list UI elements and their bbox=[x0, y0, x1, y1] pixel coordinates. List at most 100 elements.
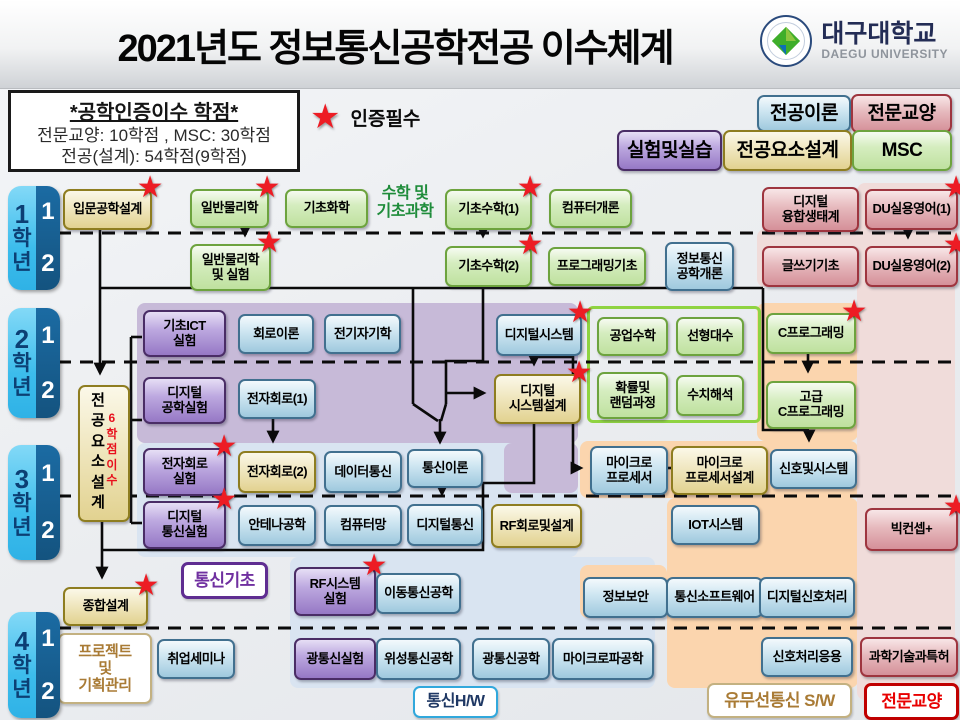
course-satellite-comm-engineering: 위성통신공학 bbox=[376, 638, 461, 680]
course-science-tech-and-patents-label: 과학기술과특허 bbox=[868, 648, 950, 664]
course-electronic-circuits-1-label: 전자회로(1) bbox=[246, 390, 308, 406]
course-du-practical-english-1-label: DU실용영어(1) bbox=[872, 201, 951, 217]
comm-hw-label: 통신H/W bbox=[413, 686, 498, 718]
year-1-semester-1: 1 bbox=[41, 198, 55, 225]
course-intro-computers-label: 컴퓨터개론 bbox=[561, 200, 620, 216]
course-career-seminar-label: 취업세미나 bbox=[167, 650, 225, 666]
legend-major-theory-label: 전공이론 bbox=[770, 102, 838, 124]
course-communication-software: 통신소프트웨어 bbox=[666, 577, 763, 618]
certification-star-icon: ★ bbox=[942, 171, 960, 204]
credit-box-line2: 전공(설계): 54학점(9학점) bbox=[61, 147, 247, 167]
course-data-communication-label: 데이터통신 bbox=[334, 463, 392, 479]
certification-required-legend: ★ 인증필수 bbox=[310, 100, 420, 134]
course-digital-system-design-label: 디지털 시스템설계 bbox=[508, 383, 567, 413]
legend-msc-label: MSC bbox=[881, 139, 923, 161]
certification-star-icon: ★ bbox=[132, 569, 160, 602]
course-iot-systems-label: IOT시스템 bbox=[688, 516, 743, 532]
course-rf-system-lab-label: RF시스템 실험 bbox=[309, 575, 361, 606]
course-advanced-c-programming-label: 고급 C프로그래밍 bbox=[777, 389, 845, 419]
math-basic-science-label: 수학 및 기초과학 bbox=[371, 183, 439, 223]
course-digital-communication-label: 디지털통신 bbox=[416, 516, 474, 532]
course-digital-convergence-ecosystem: 디지털 융합생태계 bbox=[762, 187, 859, 232]
logo-university-name: 대구대학교 bbox=[821, 19, 937, 48]
course-digital-signal-processing: 디지털신호처리 bbox=[759, 577, 855, 618]
course-intro-engineering-design: 입문공학설계 ★ bbox=[63, 173, 164, 230]
year-3-semester-1: 1 bbox=[41, 459, 55, 487]
course-basic-math-2-label: 기초수학(2) bbox=[458, 258, 519, 274]
course-capstone-design: 종합설계 ★ bbox=[63, 571, 160, 626]
course-du-practical-english-1: DU실용영어(1) ★ bbox=[865, 173, 960, 230]
course-antenna-engineering-label: 안테나공학 bbox=[248, 517, 306, 533]
course-computer-networks-label: 컴퓨터망 bbox=[340, 517, 386, 533]
course-major-element-design-label: 전 공 요 소 설 계 bbox=[91, 392, 105, 511]
comm-basics-label-label: 통신기초 bbox=[194, 570, 255, 590]
course-digital-convergence-ecosystem-label: 디지털 융합생태계 bbox=[781, 193, 840, 224]
year-4-semester-2: 2 bbox=[41, 677, 55, 705]
course-signals-and-systems: 신호및시스템 bbox=[770, 449, 857, 489]
course-communication-theory-label: 통신이론 bbox=[422, 460, 468, 476]
course-basic-ict-lab-label: 기초ICT 실험 bbox=[163, 317, 206, 348]
comm-hw-label-label: 통신H/W bbox=[426, 692, 485, 710]
course-electronic-circuits-1: 전자회로(1) bbox=[238, 379, 316, 419]
course-electromagnetics-label: 전기자기학 bbox=[333, 325, 392, 341]
comm-basics-label: 통신기초 bbox=[181, 562, 268, 599]
course-digital-engineering-lab: 디지털 공학실험 bbox=[143, 377, 226, 424]
course-digital-systems: 디지털시스템 ★ bbox=[496, 298, 594, 356]
course-project-and-planning-mgmt-label: 프로젝트 및 기획관리 bbox=[78, 642, 132, 695]
course-microprocessor-label: 마이크로 프로세서 bbox=[606, 454, 652, 485]
credit-box-line1: 전문교양: 10학점 , MSC: 30학점 bbox=[37, 126, 271, 145]
course-major-element-design-credit-note: 6 학 점 이 수 bbox=[106, 411, 117, 488]
course-basic-math-2: 기초수학(2) ★ bbox=[445, 230, 544, 287]
course-c-programming: C프로그래밍 ★ bbox=[766, 297, 868, 354]
course-digital-signal-processing-label: 디지털신호처리 bbox=[766, 589, 848, 605]
year-1-char: 1 bbox=[14, 199, 30, 230]
year-3-char: 3 bbox=[14, 463, 30, 494]
course-computer-networks: 컴퓨터망 bbox=[324, 505, 402, 546]
course-du-practical-english-2: DU실용영어(2) ★ bbox=[865, 230, 960, 287]
course-big-concept-plus-label: 빅컨셉+ bbox=[890, 521, 933, 537]
certification-star-icon: ★ bbox=[565, 356, 593, 389]
course-digital-system-design: 디지털 시스템설계 ★ bbox=[494, 358, 593, 424]
course-basic-math-1-label: 기초수학(1) bbox=[458, 201, 519, 217]
university-logo: 대구대학교 DAEGU UNIVERSITY bbox=[759, 14, 948, 68]
course-digital-comm-lab: 디지털 통신실험 ★ bbox=[143, 485, 238, 549]
year-4-semester-1: 1 bbox=[41, 624, 55, 652]
legend-liberal-arts: 전문교양 bbox=[851, 94, 952, 133]
year-2-char: 년 bbox=[12, 376, 32, 399]
course-optical-comm-engineering: 광통신공학 bbox=[472, 638, 550, 680]
course-circuit-theory: 회로이론 bbox=[238, 314, 314, 354]
course-probability-random-process-label: 확률및 랜덤과정 bbox=[609, 379, 656, 410]
course-programming-basics-label: 프로그래밍기초 bbox=[556, 258, 638, 274]
legend-liberal-arts-label: 전문교양 bbox=[867, 102, 936, 124]
year-3-char: 학 bbox=[12, 491, 32, 515]
certification-star-icon: ★ bbox=[210, 430, 238, 463]
year-2-char: 2 bbox=[14, 324, 30, 355]
course-mobile-comm-engineering: 이동통신공학 bbox=[376, 573, 461, 614]
course-digital-comm-lab-label: 디지털 통신실험 bbox=[161, 509, 208, 539]
math-basic-science-label-label: 수학 및 기초과학 bbox=[376, 184, 434, 220]
accreditation-credit-box: *공학인증이수 학점* 전문교양: 10학점 , MSC: 30학점 전공(설계… bbox=[8, 90, 300, 172]
legend-element-design: 전공요소설계 bbox=[723, 130, 852, 171]
course-iot-systems: IOT시스템 bbox=[671, 505, 760, 545]
msc-group-frame bbox=[587, 306, 761, 423]
certification-star-icon: ★ bbox=[136, 171, 164, 204]
course-basic-math-1: 기초수학(1) ★ bbox=[445, 173, 544, 230]
year-4-char: 4 bbox=[14, 626, 30, 657]
year-4-char: 년 bbox=[12, 678, 32, 701]
course-signal-processing-applications-label: 신호처리응용 bbox=[772, 648, 842, 664]
course-programming-basics: 프로그래밍기초 bbox=[548, 247, 646, 286]
certification-star-icon: ★ bbox=[840, 295, 868, 328]
course-antenna-engineering: 안테나공학 bbox=[238, 505, 316, 546]
course-basic-chemistry-label: 기초화학 bbox=[303, 200, 350, 216]
